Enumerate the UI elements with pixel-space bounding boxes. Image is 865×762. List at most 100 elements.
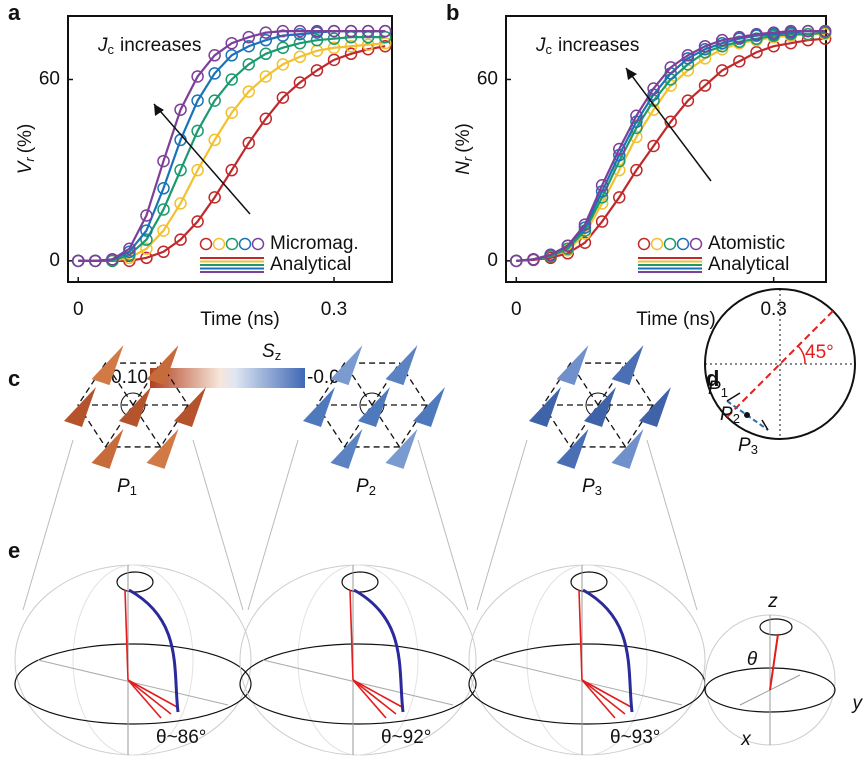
angle-label: θ~92° [381, 727, 431, 748]
data-point [276, 41, 290, 54]
data-point [647, 82, 660, 95]
arrowhead [154, 104, 164, 116]
spin-vector [127, 679, 178, 708]
analytical-line [78, 42, 386, 262]
data-point [191, 94, 204, 107]
spheres: θ~86° θ~92° θ~93° [14, 439, 706, 756]
panel-letter: e [8, 538, 20, 563]
y-axis-title: Nr (%) [453, 123, 475, 175]
sphere-equator [14, 643, 252, 725]
spin-cone [358, 387, 390, 427]
data-point [276, 91, 290, 104]
spin-cone [639, 387, 671, 427]
connector [192, 439, 244, 611]
data-point [123, 242, 136, 255]
panel-letter: d [706, 366, 719, 391]
axis-label: z [767, 591, 778, 612]
x-axis-title: Time (ns) [636, 309, 716, 330]
data-point [801, 24, 815, 38]
data-point [801, 27, 815, 41]
data-point [225, 163, 238, 177]
top-ring [570, 571, 608, 593]
legend-label: Micromag. [270, 233, 359, 254]
connector [247, 439, 299, 611]
subscript: 2 [369, 483, 376, 498]
symbol: P [720, 404, 733, 425]
trajectory [582, 588, 634, 713]
data-point [344, 39, 358, 53]
y-tick-label: 60 [477, 68, 498, 89]
angle-label: 45° [805, 342, 834, 363]
data-point [612, 191, 626, 204]
label: P1 [708, 378, 728, 400]
sphere-equator [239, 643, 477, 725]
spin-cone [611, 345, 644, 386]
legend-label: Analytical [708, 254, 789, 275]
data-point [510, 254, 523, 268]
axis-label: x [740, 729, 752, 750]
data-point [242, 85, 256, 98]
data-point [242, 136, 256, 150]
symbol: P [582, 476, 595, 497]
data-point [157, 224, 170, 237]
data-point [293, 76, 307, 89]
data-point [293, 50, 307, 64]
data-point [157, 203, 170, 216]
data-point [310, 24, 324, 38]
data-point [140, 224, 153, 237]
data-point [225, 49, 238, 62]
data-point [310, 33, 324, 47]
data-point [818, 24, 832, 38]
plot-frame [67, 15, 393, 283]
x-tick-label: 0 [73, 299, 84, 320]
data-point [208, 49, 221, 62]
legend-marker [225, 237, 239, 251]
data-point [89, 254, 102, 268]
label: P1 [117, 476, 137, 498]
data-point [293, 24, 307, 38]
analytical-line [516, 37, 826, 262]
x-tick-label: 0 [511, 299, 522, 320]
data-point [344, 47, 358, 61]
data-point [293, 27, 307, 41]
spin-cone [91, 428, 124, 469]
data-point [157, 245, 170, 259]
legend-marker [238, 237, 252, 251]
spin-vector [127, 679, 162, 719]
data-point [361, 38, 375, 51]
data-point [106, 253, 119, 266]
data-point [276, 58, 290, 71]
data-point [698, 79, 712, 92]
data-point [242, 58, 256, 71]
spin-cone [385, 345, 418, 386]
data-point [767, 26, 780, 39]
trajectory [353, 588, 405, 713]
spin-cone [146, 428, 179, 469]
x-tick-label: 0.3 [760, 299, 786, 320]
annotation-text: increases [120, 35, 201, 56]
data-point [715, 64, 729, 77]
y-tick-label: 60 [39, 68, 60, 89]
data-point [681, 94, 695, 107]
analytical-line [78, 30, 386, 262]
data-point [344, 24, 358, 38]
data-point [527, 253, 540, 266]
arrowhead [626, 68, 637, 80]
data-point [259, 33, 273, 47]
legend-marker [650, 237, 664, 251]
symbol: P [117, 476, 130, 497]
data-point [259, 47, 273, 61]
data-point [225, 36, 238, 50]
spin-cone [611, 428, 644, 469]
data-point [715, 33, 729, 47]
data-point [681, 49, 695, 62]
symbol: J [97, 35, 108, 56]
sphere-meridian [72, 564, 194, 756]
symbol: V [15, 159, 36, 174]
spin-vector [581, 679, 626, 715]
panel-letter: a [8, 0, 21, 25]
lattices: P1 P2 P3 [64, 345, 671, 498]
colorbar-max: 0.10 [111, 367, 148, 388]
data-point [174, 103, 187, 116]
sphere-meridian [297, 564, 419, 756]
